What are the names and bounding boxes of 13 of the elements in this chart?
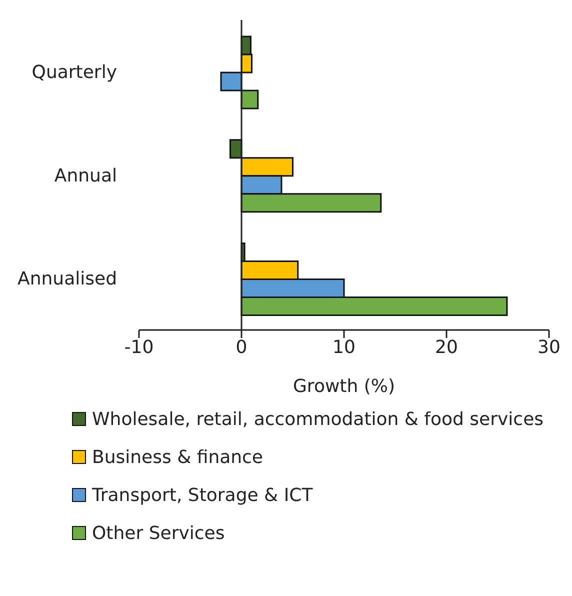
x-tick-label: 0 xyxy=(236,336,248,358)
legend-label: Other Services xyxy=(92,522,225,544)
x-tick-label: 20 xyxy=(435,336,458,358)
legend-label: Wholesale, retail, accommodation & food services xyxy=(92,408,544,430)
legend-label: Business & finance xyxy=(92,446,264,468)
x-tick-label: -10 xyxy=(124,336,154,358)
legend-label: Transport, Storage & ICT xyxy=(92,484,313,506)
x-tick-label: 30 xyxy=(538,336,560,358)
y-tick-label: Quarterly xyxy=(32,62,118,84)
y-tick-label: Annualised xyxy=(18,268,117,290)
x-tick-label: 10 xyxy=(332,336,356,358)
x-axis-title: Growth (%) xyxy=(292,376,396,397)
y-tick-label: Annual xyxy=(54,165,117,186)
